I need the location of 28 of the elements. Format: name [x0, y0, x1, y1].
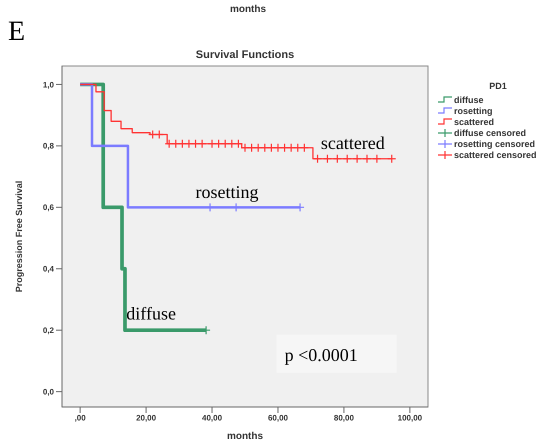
x-axis-title: months — [226, 431, 264, 442]
y-tick-label: 0,8 — [42, 142, 55, 151]
y-tick-label: 0,4 — [42, 264, 55, 274]
annotation: p <0.0001 — [284, 344, 358, 365]
y-tick-label: 0,2 — [42, 326, 55, 336]
legend-label: rosetting censored — [454, 139, 536, 150]
legend-label: scattered — [454, 117, 496, 128]
x-tick-label: 20,00 — [136, 414, 157, 423]
y-tick-label: 0,0 — [42, 387, 55, 396]
legend-label: diffuse — [454, 95, 485, 106]
y-axis-title: Progression Free Survival — [14, 180, 24, 292]
x-tick-label: 60,00 — [268, 414, 289, 423]
y-tick-label: 0,6 — [42, 203, 55, 212]
x-tick-label: ,00 — [74, 414, 86, 423]
x-tick-label: 40,00 — [202, 414, 223, 423]
text: E — [8, 16, 26, 47]
legend-label: diffuse censored — [454, 128, 528, 139]
x-tick-label: 80,00 — [334, 414, 354, 423]
legend-label: rosetting — [454, 106, 494, 117]
legend-label: scattered censored — [454, 150, 538, 161]
x-tick-label: 100,00 — [398, 414, 423, 423]
annotation: diffuse — [126, 303, 176, 324]
annotation: rosetting — [196, 182, 259, 202]
y-tick-label: 1,0 — [42, 80, 55, 90]
chart-title: Survival Functions — [196, 49, 294, 61]
annotation: scattered — [320, 132, 385, 153]
legend-title: PD1 — [488, 81, 508, 92]
text: months — [230, 4, 266, 15]
